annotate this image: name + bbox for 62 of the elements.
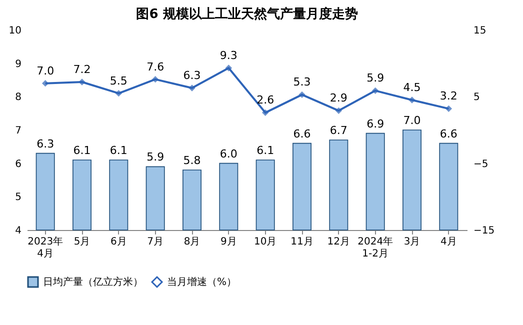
y-tick-label: 10 <box>8 26 22 36</box>
data-label: 7.0 <box>403 114 421 127</box>
point <box>225 64 232 72</box>
point <box>42 80 49 87</box>
x-tick-label: 11月 <box>290 236 314 248</box>
y-tick-label: 8 <box>15 92 22 104</box>
data-label: 2.6 <box>256 94 274 107</box>
x-tick-label: 5月 <box>74 236 90 248</box>
point <box>188 84 196 92</box>
y2-tick-label: 5 <box>474 92 480 104</box>
point <box>262 109 269 116</box>
x-tick-label: 12月 <box>327 236 350 248</box>
data-label: 5.5 <box>110 74 128 88</box>
y-tick-label: 4 <box>15 226 22 236</box>
data-label: 6.0 <box>220 147 238 160</box>
legend-label: 日均产量（亿立方米） <box>43 276 143 288</box>
data-label: 6.1 <box>110 144 128 157</box>
chart-title: 图6 规模以上工业天然气产量月度走势 <box>136 6 358 22</box>
y2-tick-label: −15 <box>474 226 495 236</box>
legend-label: 当月增速（%） <box>167 276 237 288</box>
data-label: 6.7 <box>330 124 348 137</box>
data-label: 5.9 <box>366 72 384 85</box>
data-label: 2.9 <box>330 92 348 105</box>
data-label: 6.3 <box>36 137 54 150</box>
point <box>372 87 379 94</box>
y-tick-label: 5 <box>15 192 22 204</box>
x-tick-label: 2024年 1-2月 <box>358 236 394 260</box>
x-tick-label: 2023年 4月 <box>28 236 64 260</box>
data-label: 3.2 <box>440 90 458 103</box>
data-label: 7.0 <box>36 64 54 78</box>
data-label: 9.3 <box>220 49 238 62</box>
data-label: 7.6 <box>146 60 164 74</box>
data-label: 5.8 <box>183 154 201 167</box>
data-label: 6.1 <box>256 144 274 157</box>
point <box>152 76 159 83</box>
data-label: 5.9 <box>146 150 164 164</box>
point <box>115 90 122 97</box>
x-tick-label: 7月 <box>147 236 164 248</box>
data-label: 7.2 <box>73 63 91 76</box>
x-tick-label: 3月 <box>404 236 420 248</box>
point <box>335 107 342 114</box>
y2-tick-label: 15 <box>474 26 486 36</box>
x-tick-label: 6月 <box>110 236 127 248</box>
point <box>445 105 452 112</box>
point <box>298 91 306 98</box>
x-tick-label: 8月 <box>184 236 200 248</box>
data-label: 4.5 <box>403 81 421 94</box>
point <box>408 96 416 104</box>
x-tick-label: 4月 <box>440 236 457 248</box>
x-tick-label: 10月 <box>254 236 277 248</box>
y2-tick-label: −5 <box>474 158 488 170</box>
y-tick-label: 9 <box>15 58 22 70</box>
data-label: 6.6 <box>440 127 458 140</box>
y-tick-label: 7 <box>15 126 22 136</box>
data-label: 6.9 <box>366 117 384 130</box>
x-tick-label: 9月 <box>220 236 237 248</box>
data-label: 6.3 <box>183 69 201 82</box>
data-label: 6.1 <box>73 144 91 157</box>
data-label: 6.6 <box>293 127 311 140</box>
data-label: 5.3 <box>293 76 311 89</box>
y-tick-label: 6 <box>15 158 22 170</box>
point <box>78 78 86 86</box>
